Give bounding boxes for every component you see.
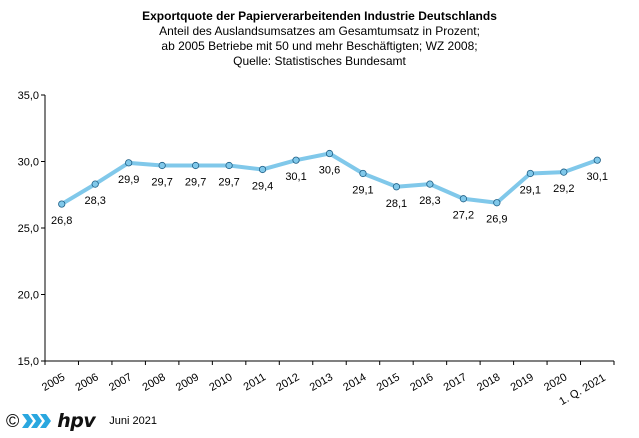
footer: © hpv Juni 2021	[6, 410, 157, 432]
x-tick-label: 2010	[207, 371, 234, 394]
data-label: 29,4	[252, 180, 273, 192]
data-point	[526, 169, 534, 178]
chart-subtitle-line-2: ab 2005 Betriebe mit 50 und mehr Beschäf…	[161, 39, 478, 53]
x-tick-label: 2007	[107, 371, 134, 394]
data-point	[426, 180, 434, 188]
data-label: 29,7	[151, 176, 172, 188]
x-tick-label: 2019	[509, 371, 536, 394]
data-label: 26,9	[486, 214, 507, 226]
data-point	[58, 200, 66, 208]
data-point	[125, 159, 133, 167]
x-tick-label: 2011	[242, 371, 268, 393]
data-point	[325, 149, 334, 158]
data-label: 29,9	[118, 174, 139, 186]
hpv-logo-icon	[21, 413, 53, 429]
x-tick-label: 2020	[542, 371, 569, 394]
data-point	[258, 165, 267, 174]
data-label: 28,3	[84, 195, 105, 207]
data-label: 29,1	[352, 184, 373, 196]
y-tick-label: 15,0	[18, 356, 39, 368]
x-tick-label: 2009	[174, 371, 201, 394]
data-point	[292, 156, 300, 164]
data-label: 26,8	[51, 215, 72, 227]
x-tick-label: 2006	[74, 371, 101, 394]
x-tick-label: 2016	[408, 371, 435, 394]
data-label: 28,1	[386, 198, 407, 210]
plot-series	[58, 149, 601, 208]
x-tick-label: 2018	[475, 371, 502, 394]
data-point	[560, 168, 568, 176]
logo-text: hpv	[57, 410, 96, 432]
chart-title-block: Exportquote der Papierverarbeitenden Ind…	[0, 9, 639, 69]
y-tick-label: 35,0	[18, 90, 39, 102]
data-label: 29,2	[553, 183, 574, 195]
y-tick-label: 20,0	[18, 290, 39, 302]
data-label: 29,1	[520, 184, 541, 196]
data-label: 28,3	[419, 195, 440, 207]
data-label: 29,7	[218, 176, 239, 188]
x-tick-label: 2005	[40, 371, 67, 394]
data-point	[225, 161, 233, 170]
chart-subtitle-line-1: Anteil des Auslandsumsatzes am Gesamtums…	[159, 24, 480, 38]
data-label: 30,6	[319, 165, 340, 177]
y-tick-label: 30,0	[18, 157, 39, 169]
x-tick-label: 2012	[274, 371, 301, 394]
data-label: 30,1	[587, 171, 608, 183]
data-point	[158, 161, 166, 170]
plot-axes: 15,0 20,0 25,0 30,0 35,0 2005 2006 2007 2008 2009…	[18, 90, 615, 408]
plot-labels: 26,8 28,3 29,9 29,7 29,7 29,7 29,4 30,1 30,6 29,1…	[51, 165, 608, 228]
data-point	[459, 195, 467, 203]
data-point	[359, 169, 367, 178]
date-label: Juni 2021	[109, 415, 157, 427]
data-point	[91, 180, 99, 188]
x-tick-label: 2015	[375, 371, 402, 394]
x-tick-label: 2008	[140, 371, 167, 394]
x-tick-label: 2017	[442, 371, 469, 394]
data-point	[392, 183, 401, 191]
chart-subtitle-line-3: Quelle: Statistisches Bundesamt	[233, 54, 406, 68]
x-tick-label: 2014	[341, 371, 368, 394]
series-line	[59, 151, 600, 207]
data-point	[593, 156, 601, 164]
data-label: 30,1	[285, 171, 306, 183]
x-tick-label: 2013	[308, 371, 335, 394]
data-point	[493, 199, 501, 207]
data-label: 29,7	[185, 176, 206, 188]
data-label: 27,2	[453, 210, 474, 222]
data-point	[192, 161, 200, 170]
chart-title: Exportquote der Papierverarbeitenden Ind…	[142, 9, 497, 23]
copyright-symbol: ©	[6, 411, 20, 431]
y-tick-label: 25,0	[18, 223, 39, 235]
